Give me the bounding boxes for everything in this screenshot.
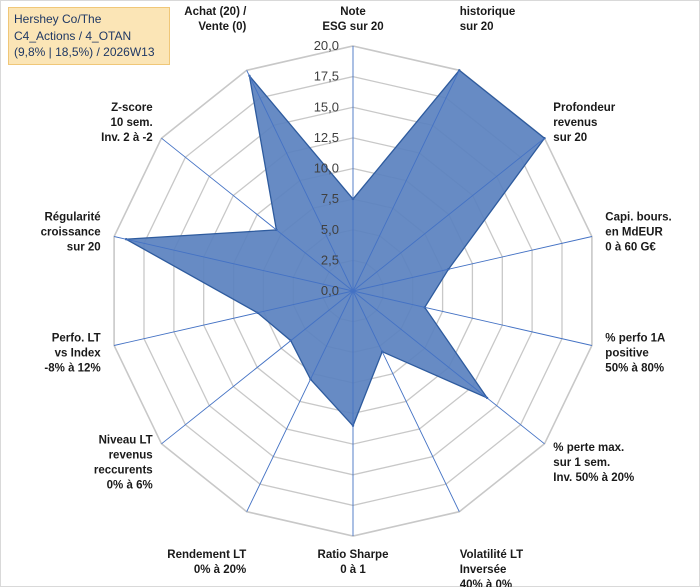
- category-label-0: Note ESG sur 20: [322, 6, 383, 33]
- category-label-line: Achat (20) /: [184, 6, 247, 18]
- category-label-line: Inv. 50% à 20%: [553, 472, 634, 484]
- category-label-4: % perfo 1A positive 50% à 80%: [605, 333, 665, 375]
- axis-spoke-13: [246, 70, 354, 292]
- axis-spoke-6: [352, 290, 460, 512]
- category-label-line: 40% à 0%: [460, 579, 512, 587]
- tick-label-6: 15,0: [314, 99, 339, 114]
- tick-label-0: 0,0: [321, 283, 339, 298]
- category-label-line: en MdEUR: [605, 226, 663, 238]
- category-label-line: Perfo. LT: [52, 333, 101, 345]
- chart-title-line-3: (9,8% | 18,5%) / 2026W13: [14, 45, 155, 59]
- category-label-line: 50% à 80%: [605, 363, 664, 375]
- category-label-line: sur 20: [67, 241, 101, 253]
- category-label-line: Profondeur: [460, 0, 522, 3]
- category-label-line: positive: [605, 348, 648, 360]
- category-label-line: 0% à 20%: [194, 564, 246, 576]
- category-label-line: % perte max.: [553, 442, 624, 454]
- category-label-line: reccurents: [94, 465, 153, 477]
- category-label-1: Profondeur historique sur 20: [460, 0, 522, 33]
- chart-title-box: Hershey Co/The C4_Actions / 4_OTAN (9,8%…: [8, 7, 170, 65]
- category-label-line: 0 à 60 G€: [605, 241, 656, 253]
- radar-category-labels: Note ESG sur 20 Profondeur historique sur 20…: [41, 0, 672, 587]
- category-label-13: Momentum Achat (20) / Vente (0): [184, 0, 247, 33]
- category-label-line: historique: [460, 6, 516, 18]
- category-label-7: Ratio Sharpe 0 à 1: [318, 549, 389, 576]
- category-label-11: Régularité croissance sur 20: [41, 211, 101, 253]
- category-label-line: Vente (0): [198, 21, 246, 33]
- axis-spoke-3: [352, 236, 593, 292]
- axis-spoke-5: [352, 290, 545, 445]
- category-label-line: Rendement LT: [167, 549, 246, 561]
- category-label-line: Ratio Sharpe: [318, 549, 389, 561]
- category-label-9: Niveau LT revenus reccurents 0% à 6%: [94, 435, 153, 492]
- series-area-0: [123, 69, 546, 428]
- category-label-6: Volatilité LT Inversée 40% à 0%: [460, 549, 523, 587]
- category-label-line: 10 sem.: [110, 117, 152, 129]
- category-label-line: 0 à 1: [340, 564, 366, 576]
- category-label-line: -8% à 12%: [44, 363, 100, 375]
- category-label-line: Momentum: [185, 0, 246, 3]
- category-label-3: Capi. bours. en MdEUR 0 à 60 G€: [605, 211, 671, 253]
- category-label-line: Inv. 2 à -2: [101, 132, 153, 144]
- axis-spoke-10: [113, 290, 354, 346]
- category-label-line: sur 20: [460, 21, 494, 33]
- tick-label-7: 17,5: [314, 69, 339, 84]
- category-label-line: Inversée: [460, 564, 507, 576]
- category-label-line: Z-score: [111, 102, 153, 114]
- category-label-2: Profondeur revenus sur 20: [553, 102, 615, 144]
- category-label-line: Profondeur: [553, 102, 615, 114]
- axis-spoke-9: [161, 290, 354, 445]
- axis-spoke-4: [352, 290, 593, 346]
- axis-spoke-11: [113, 236, 354, 292]
- category-label-line: Note: [340, 6, 366, 18]
- category-label-line: sur 1 sem.: [553, 457, 610, 469]
- category-label-line: Niveau LT: [99, 435, 153, 447]
- radar-series: [123, 69, 546, 428]
- axis-spoke-2: [352, 137, 545, 292]
- category-label-line: Régularité: [44, 211, 100, 223]
- chart-title-line-2: C4_Actions / 4_OTAN: [14, 28, 132, 43]
- tick-label-8: 20,0: [314, 38, 339, 53]
- tick-label-1: 2,5: [321, 252, 339, 267]
- category-label-line: Capi. bours.: [605, 211, 671, 223]
- category-label-line: Volatilité LT: [460, 549, 523, 561]
- tick-label-2: 5,0: [321, 222, 339, 237]
- category-label-line: vs Index: [55, 348, 102, 360]
- category-label-line: sur 20: [553, 132, 587, 144]
- category-label-line: % perfo 1A: [605, 333, 665, 345]
- tick-label-4: 10,0: [314, 161, 339, 176]
- chart-title-line-1: Hershey Co/The: [14, 12, 102, 26]
- category-label-line: 0% à 6%: [107, 480, 153, 492]
- radar-tick-labels: 0,0 2,5 5,0 7,5 10,0 12,5 15,0 17,5 20,0: [314, 38, 339, 298]
- category-label-line: croissance: [41, 226, 101, 238]
- category-label-10: Perfo. LT vs Index -8% à 12%: [44, 333, 101, 375]
- axis-spoke-12: [161, 137, 354, 292]
- axis-spoke-8: [246, 290, 354, 512]
- category-label-8: Rendement LT 0% à 20%: [167, 549, 246, 576]
- category-label-line: ESG sur 20: [322, 21, 383, 33]
- category-label-12: Z-score 10 sem. Inv. 2 à -2: [101, 102, 153, 144]
- category-label-line: revenus: [109, 450, 153, 462]
- category-label-line: revenus: [553, 117, 597, 129]
- axis-spoke-1: [352, 70, 460, 292]
- tick-label-5: 12,5: [314, 130, 339, 145]
- radar-axes: [113, 46, 593, 536]
- tick-label-3: 7,5: [321, 191, 339, 206]
- category-label-5: % perte max. sur 1 sem. Inv. 50% à 20%: [553, 442, 634, 484]
